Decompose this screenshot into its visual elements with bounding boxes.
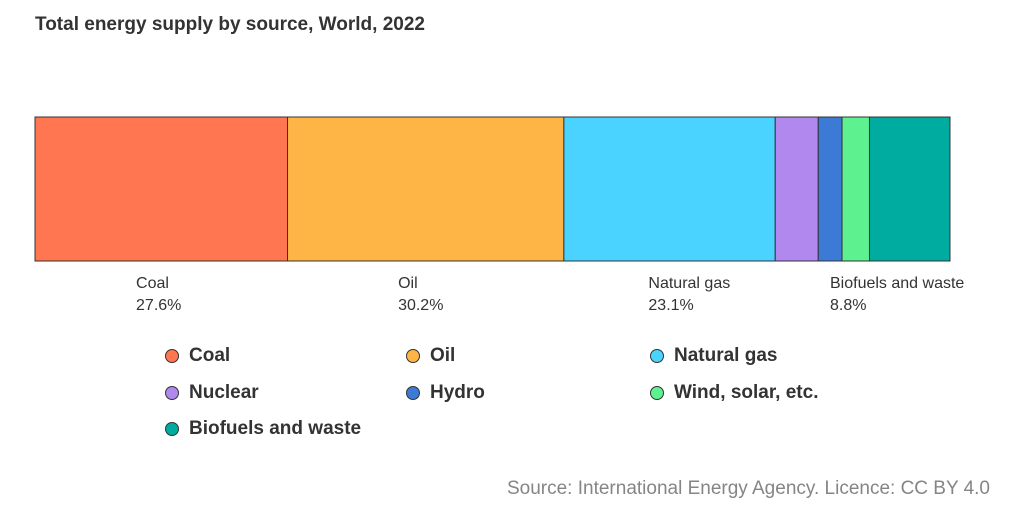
segment-label-value-coal: 27.6% [136,297,181,314]
chart-title: Total energy supply by source, World, 20… [35,14,425,35]
legend-item-biofuels-and-waste[interactable]: Biofuels and waste [165,418,361,440]
legend-label-biofuels-and-waste: Biofuels and waste [189,418,362,439]
segment-label-name-biofuels-and-waste: Biofuels and waste [830,275,964,292]
legend-item-nuclear[interactable]: Nuclear [165,382,259,404]
bar-segment-wind-solar-etc[interactable] [841,116,870,262]
segment-label-value-natural-gas: 23.1% [648,297,693,314]
segment-label-value-oil: 30.2% [398,297,443,314]
legend-label-natural-gas: Natural gas [674,345,778,366]
legend-label-oil: Oil [430,345,456,366]
legend-item-hydro[interactable]: Hydro [406,382,485,404]
legend-swatch-coal [165,349,179,363]
segment-label-name-coal: Coal [136,275,169,292]
bar-segment-oil[interactable] [287,116,565,262]
bar-segment-natural-gas[interactable] [563,116,776,262]
legend-item-wind-solar-etc[interactable]: Wind, solar, etc. [650,382,818,404]
legend-swatch-hydro [406,386,420,400]
bar-segment-biofuels-and-waste[interactable] [868,116,951,262]
legend-item-natural-gas[interactable]: Natural gas [650,345,777,367]
legend-item-oil[interactable]: Oil [406,345,455,367]
legend-swatch-nuclear [165,386,179,400]
legend-item-coal[interactable]: Coal [165,345,230,367]
legend-swatch-biofuels-and-waste [165,422,179,436]
segment-label-name-oil: Oil [398,275,418,292]
legend-swatch-oil [406,349,420,363]
bar-segment-coal[interactable] [34,116,289,262]
source-note: Source: International Energy Agency. Lic… [506,478,990,499]
bar-segment-nuclear[interactable] [774,116,819,262]
legend-swatch-wind-solar-etc [650,386,664,400]
segment-label-value-biofuels-and-waste: 8.8% [830,297,866,314]
segment-labels: Coal 27.6% Oil 30.2% Natural gas 23.1% Biofuel… [136,275,964,314]
legend-label-coal: Coal [189,345,231,366]
legend-label-wind-solar-etc: Wind, solar, etc. [674,382,819,403]
legend-label-nuclear: Nuclear [189,382,259,403]
segment-label-name-natural-gas: Natural gas [648,275,730,292]
bar-segment-hydro[interactable] [817,116,843,262]
bar-segments [34,116,951,262]
legend-swatch-natural-gas [650,349,664,363]
legend-label-hydro: Hydro [430,382,485,403]
